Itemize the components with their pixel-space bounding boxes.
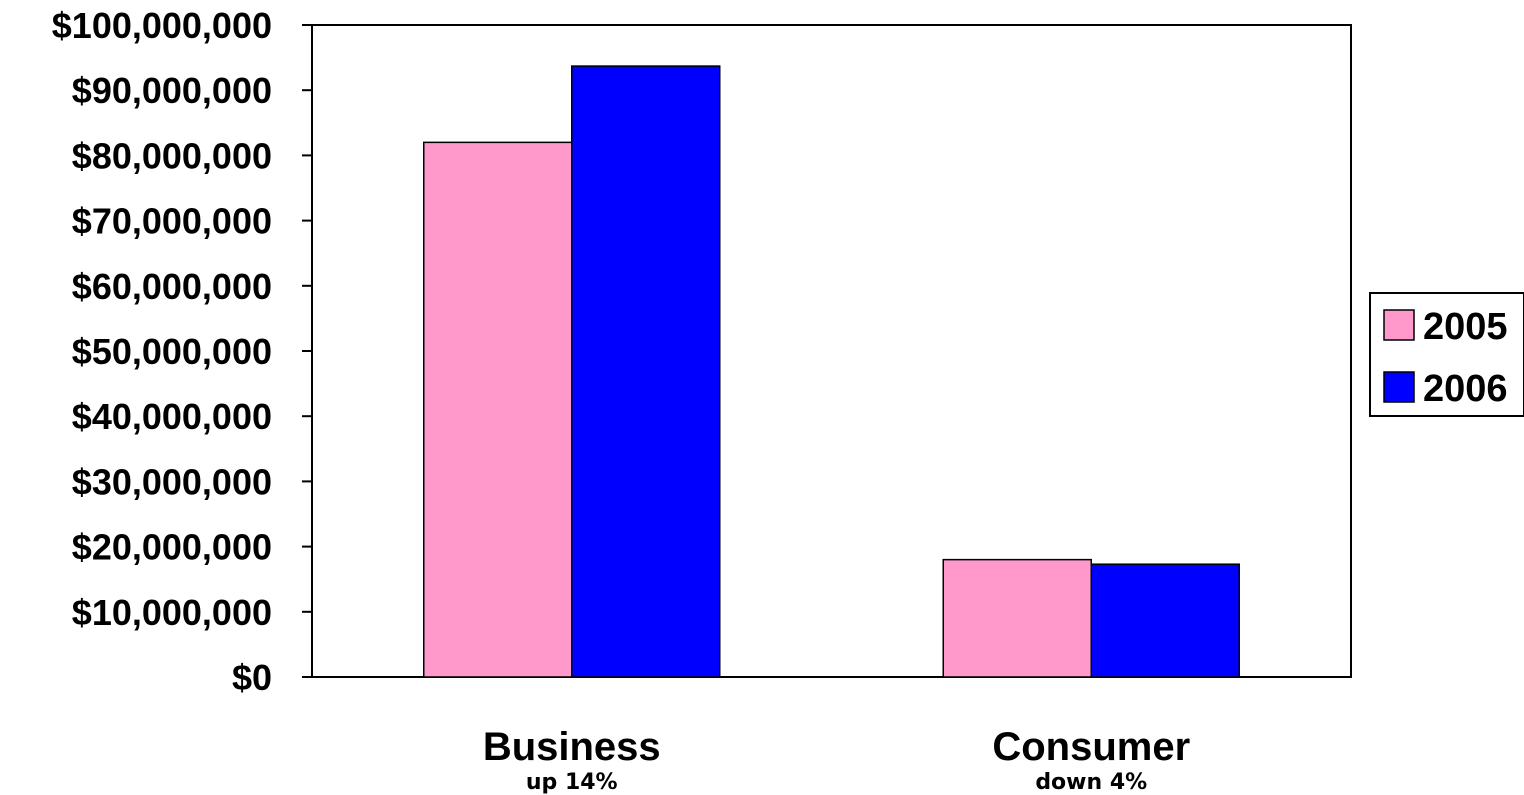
x-category-label: Consumer xyxy=(992,725,1190,769)
legend-label: 2006 xyxy=(1423,368,1508,410)
bar-consumer-2005 xyxy=(942,558,1092,678)
legend: 2005 2006 xyxy=(1369,292,1524,417)
y-tick-label: $10,000,000 xyxy=(72,592,272,633)
legend-label: 2005 xyxy=(1423,306,1508,348)
y-tick-label: $90,000,000 xyxy=(72,70,272,111)
bar-consumer-2006 xyxy=(1090,563,1240,678)
y-tick-label: $20,000,000 xyxy=(72,527,272,568)
y-axis: $0 $10,000,000 $20,000,000 $30,000,000 $40,0… xyxy=(52,5,312,698)
legend-swatch-2006 xyxy=(1383,371,1415,403)
y-tick-label: $50,000,000 xyxy=(72,331,272,372)
y-tick-label: $70,000,000 xyxy=(72,201,272,242)
bars-group xyxy=(423,65,1240,678)
y-tick-label: $100,000,000 xyxy=(52,5,272,46)
y-tick-label: $0 xyxy=(232,657,272,698)
y-tick-label: $30,000,000 xyxy=(72,461,272,502)
legend-swatch-2005 xyxy=(1383,309,1415,341)
bar-business-2005 xyxy=(423,141,573,678)
x-category-label: Business xyxy=(483,725,661,769)
y-tick-label: $80,000,000 xyxy=(72,135,272,176)
y-tick-label: $60,000,000 xyxy=(72,266,272,307)
x-category-note: up 14% xyxy=(526,770,618,795)
x-category-note: down 4% xyxy=(1035,770,1147,795)
bar-business-2006 xyxy=(571,65,721,678)
y-tick-label: $40,000,000 xyxy=(72,396,272,437)
